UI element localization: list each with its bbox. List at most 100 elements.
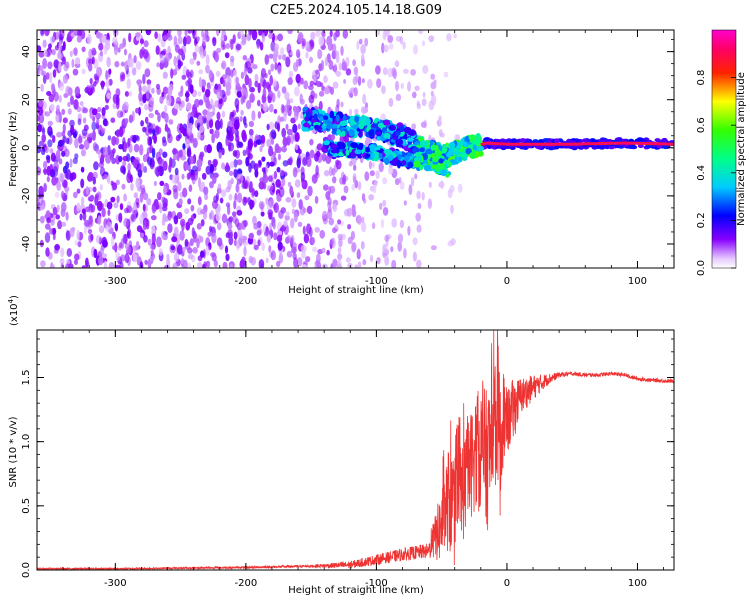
heatmap-cell [260, 103, 264, 109]
heatmap-cell [227, 223, 233, 230]
heatmap-cell [224, 245, 229, 254]
heatmap-cell [249, 93, 255, 103]
heatmap-cell [324, 120, 331, 125]
heatmap-cell [569, 145, 576, 150]
heatmap-cell [126, 78, 131, 89]
heatmap-cell [268, 245, 272, 253]
heatmap-cell [101, 35, 107, 43]
heatmap-cell [128, 32, 132, 43]
heatmap-cell [305, 256, 311, 263]
heatmap-cell [412, 91, 417, 99]
heatmap-cell [420, 121, 427, 128]
heatmap-cell [357, 248, 361, 258]
heatmap-cell [76, 30, 83, 37]
snr-y-ticks: 0.0 0.5 1.0 1.5 [21, 338, 674, 578]
heatmap-cell [69, 158, 73, 168]
heatmap-cell [108, 68, 112, 75]
heatmap-cell [83, 225, 87, 235]
heatmap-cell [188, 184, 193, 192]
heatmap-cell [212, 37, 217, 47]
heatmap-cell [501, 145, 508, 149]
heatmap-cell [177, 36, 183, 45]
heatmap-cell [344, 134, 349, 145]
heatmap-cell [274, 35, 279, 41]
heatmap-cell [331, 43, 337, 53]
heatmap-cell [110, 235, 115, 247]
heatmap-cell [197, 261, 203, 268]
heatmap-cell [266, 234, 272, 243]
heatmap-cell [362, 93, 367, 105]
heatmap-cell [177, 59, 182, 70]
heatmap-cell [40, 260, 46, 268]
heatmap-cell [269, 198, 274, 209]
heatmap-cell [174, 167, 179, 176]
heatmap-cell [315, 164, 319, 176]
heatmap-cell [257, 99, 261, 107]
heatmap-cell [276, 230, 283, 236]
heatmap-cell [335, 70, 342, 77]
heatmap-frame [36, 29, 675, 269]
heatmap-cell [194, 38, 198, 47]
heatmap-cell [403, 68, 409, 74]
heatmap-cell [64, 171, 69, 179]
heatmap-cell [166, 94, 170, 101]
heatmap-cell [101, 127, 106, 134]
heatmap-cell [340, 195, 347, 201]
heatmap-cell [320, 59, 325, 71]
heatmap-cell [142, 192, 149, 201]
heatmap-cell [257, 159, 262, 168]
heatmap-cell [44, 111, 51, 117]
heatmap-cell [407, 225, 411, 236]
heatmap-cell [282, 54, 287, 61]
heatmap-cell [301, 264, 308, 268]
heatmap-cell [300, 77, 304, 85]
heatmap-cell [93, 161, 99, 171]
heatmap-cell [374, 179, 378, 188]
heatmap-cell [256, 229, 262, 236]
heatmap-cell [282, 136, 288, 147]
heatmap-cell [219, 76, 224, 85]
heatmap-cell [252, 64, 258, 70]
heatmap-cell [226, 205, 231, 216]
colorbar-tick-label: 0.6 [696, 117, 707, 133]
heatmap-cell [124, 118, 129, 124]
heatmap-cell [214, 83, 219, 90]
heatmap-cell [178, 133, 182, 139]
heatmap-cell [78, 134, 82, 142]
heatmap-cell [251, 30, 258, 41]
heatmap-cell [274, 143, 280, 154]
heatmap-cell [468, 134, 477, 141]
heatmap-cell [178, 103, 183, 111]
heatmap-cell [123, 207, 129, 214]
heatmap-cell [243, 68, 247, 77]
heatmap-cell [45, 72, 50, 80]
heatmap-cell [49, 169, 56, 178]
heatmap-cell [78, 144, 85, 150]
heatmap-cell [278, 252, 284, 264]
heatmap-cell [95, 112, 101, 120]
heatmap-cell [313, 113, 318, 121]
heatmap-cell [162, 136, 166, 143]
heatmap-cell [61, 221, 67, 227]
heatmap-cell [38, 50, 45, 58]
heatmap-cell [97, 215, 102, 225]
heatmap-cell [58, 81, 65, 91]
heatmap-cell [149, 244, 155, 250]
heatmap-cell [52, 227, 57, 235]
heatmap-cell [154, 109, 159, 115]
heatmap-cell [130, 183, 134, 191]
heatmap-cell [82, 107, 89, 114]
heatmap-cell [47, 61, 53, 70]
heatmap-cell [166, 257, 171, 268]
heatmap-cell [38, 188, 44, 195]
heatmap-cell [369, 254, 374, 263]
heatmap-cell [157, 192, 162, 201]
snr-frame [36, 329, 675, 571]
heatmap-cell [107, 217, 111, 227]
heatmap-cell [213, 195, 219, 203]
heatmap-cell [309, 138, 314, 146]
heatmap-cell [82, 211, 87, 222]
heatmap-cell [91, 121, 97, 131]
